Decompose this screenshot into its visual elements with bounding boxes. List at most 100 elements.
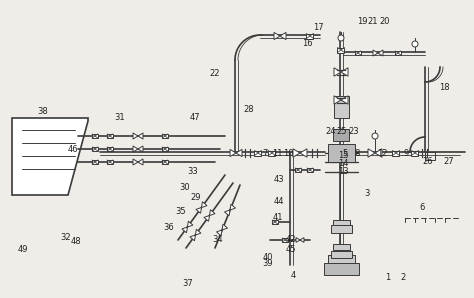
Polygon shape: [295, 168, 301, 172]
Polygon shape: [222, 224, 228, 230]
Text: 11: 11: [272, 148, 282, 158]
Polygon shape: [411, 150, 419, 156]
Polygon shape: [201, 202, 207, 207]
Bar: [333, 244, 350, 250]
Polygon shape: [334, 68, 341, 76]
Text: 28: 28: [244, 105, 255, 114]
Text: 30: 30: [180, 182, 191, 192]
Text: 15: 15: [338, 150, 348, 159]
Polygon shape: [378, 50, 383, 56]
Text: 13: 13: [337, 167, 348, 176]
Text: 36: 36: [164, 223, 174, 232]
Polygon shape: [282, 238, 288, 242]
Text: 7: 7: [262, 148, 268, 158]
Polygon shape: [300, 238, 304, 242]
Text: 19: 19: [357, 18, 367, 27]
Polygon shape: [341, 68, 348, 76]
Text: 6: 6: [419, 204, 425, 212]
Text: 38: 38: [37, 108, 48, 117]
Polygon shape: [133, 133, 138, 139]
Text: 41: 41: [273, 212, 283, 221]
Polygon shape: [230, 204, 236, 210]
Text: 42: 42: [286, 235, 296, 244]
Polygon shape: [92, 160, 98, 164]
Bar: [333, 220, 350, 225]
Polygon shape: [307, 168, 313, 172]
Polygon shape: [138, 146, 143, 152]
Polygon shape: [182, 227, 187, 233]
Text: 29: 29: [191, 193, 201, 203]
Polygon shape: [107, 147, 113, 151]
Polygon shape: [107, 160, 113, 164]
Text: 3: 3: [365, 189, 370, 198]
Polygon shape: [138, 159, 143, 165]
Polygon shape: [217, 230, 222, 236]
Polygon shape: [196, 207, 201, 213]
Bar: [328, 255, 355, 265]
Text: 47: 47: [190, 114, 201, 122]
Text: 43: 43: [273, 176, 284, 184]
Polygon shape: [12, 118, 88, 195]
Text: 1: 1: [385, 272, 391, 282]
Text: 45: 45: [286, 246, 296, 254]
Polygon shape: [195, 229, 201, 235]
Text: 34: 34: [213, 235, 223, 244]
Text: 22: 22: [210, 69, 220, 77]
Polygon shape: [230, 149, 236, 157]
Polygon shape: [210, 210, 215, 215]
Polygon shape: [92, 147, 98, 151]
Polygon shape: [204, 215, 210, 221]
Polygon shape: [337, 47, 345, 52]
Text: 31: 31: [115, 114, 125, 122]
Text: 39: 39: [263, 260, 273, 268]
Polygon shape: [268, 150, 275, 156]
Circle shape: [372, 133, 378, 139]
Circle shape: [412, 41, 418, 47]
Polygon shape: [274, 32, 280, 40]
Circle shape: [338, 35, 344, 41]
Bar: [331, 251, 352, 258]
Text: 35: 35: [176, 207, 186, 217]
Text: 23: 23: [349, 128, 359, 136]
Text: 5: 5: [342, 148, 347, 158]
Polygon shape: [334, 96, 341, 104]
Polygon shape: [280, 32, 286, 40]
Text: 37: 37: [182, 279, 193, 288]
Text: 32: 32: [61, 232, 71, 241]
Polygon shape: [92, 134, 98, 138]
Polygon shape: [107, 134, 113, 138]
Text: 16: 16: [301, 38, 312, 47]
Polygon shape: [307, 33, 313, 38]
Polygon shape: [187, 221, 193, 227]
Text: 4: 4: [291, 271, 296, 280]
Text: 40: 40: [263, 252, 273, 262]
Text: 24: 24: [326, 128, 336, 136]
Polygon shape: [162, 134, 168, 138]
Text: 48: 48: [71, 238, 82, 246]
Text: 14: 14: [338, 159, 348, 167]
Text: 2: 2: [401, 272, 406, 282]
Bar: [328, 144, 355, 162]
Text: 26: 26: [423, 158, 433, 167]
Polygon shape: [300, 149, 307, 157]
Bar: [331, 225, 352, 233]
Polygon shape: [293, 149, 300, 157]
Polygon shape: [355, 51, 361, 55]
Text: 20: 20: [380, 18, 390, 27]
Bar: [334, 96, 349, 118]
Text: 8: 8: [354, 148, 360, 158]
Text: 21: 21: [368, 18, 378, 27]
Polygon shape: [272, 220, 278, 224]
Text: 44: 44: [274, 198, 284, 207]
Text: 49: 49: [18, 246, 28, 254]
Text: 25: 25: [337, 128, 347, 136]
Polygon shape: [373, 50, 378, 56]
Polygon shape: [395, 51, 401, 55]
Polygon shape: [236, 149, 242, 157]
Text: 46: 46: [68, 145, 78, 154]
Bar: [333, 129, 349, 141]
Bar: [324, 263, 359, 275]
Text: 12: 12: [377, 148, 387, 158]
Bar: [425, 152, 435, 160]
Polygon shape: [368, 149, 375, 157]
